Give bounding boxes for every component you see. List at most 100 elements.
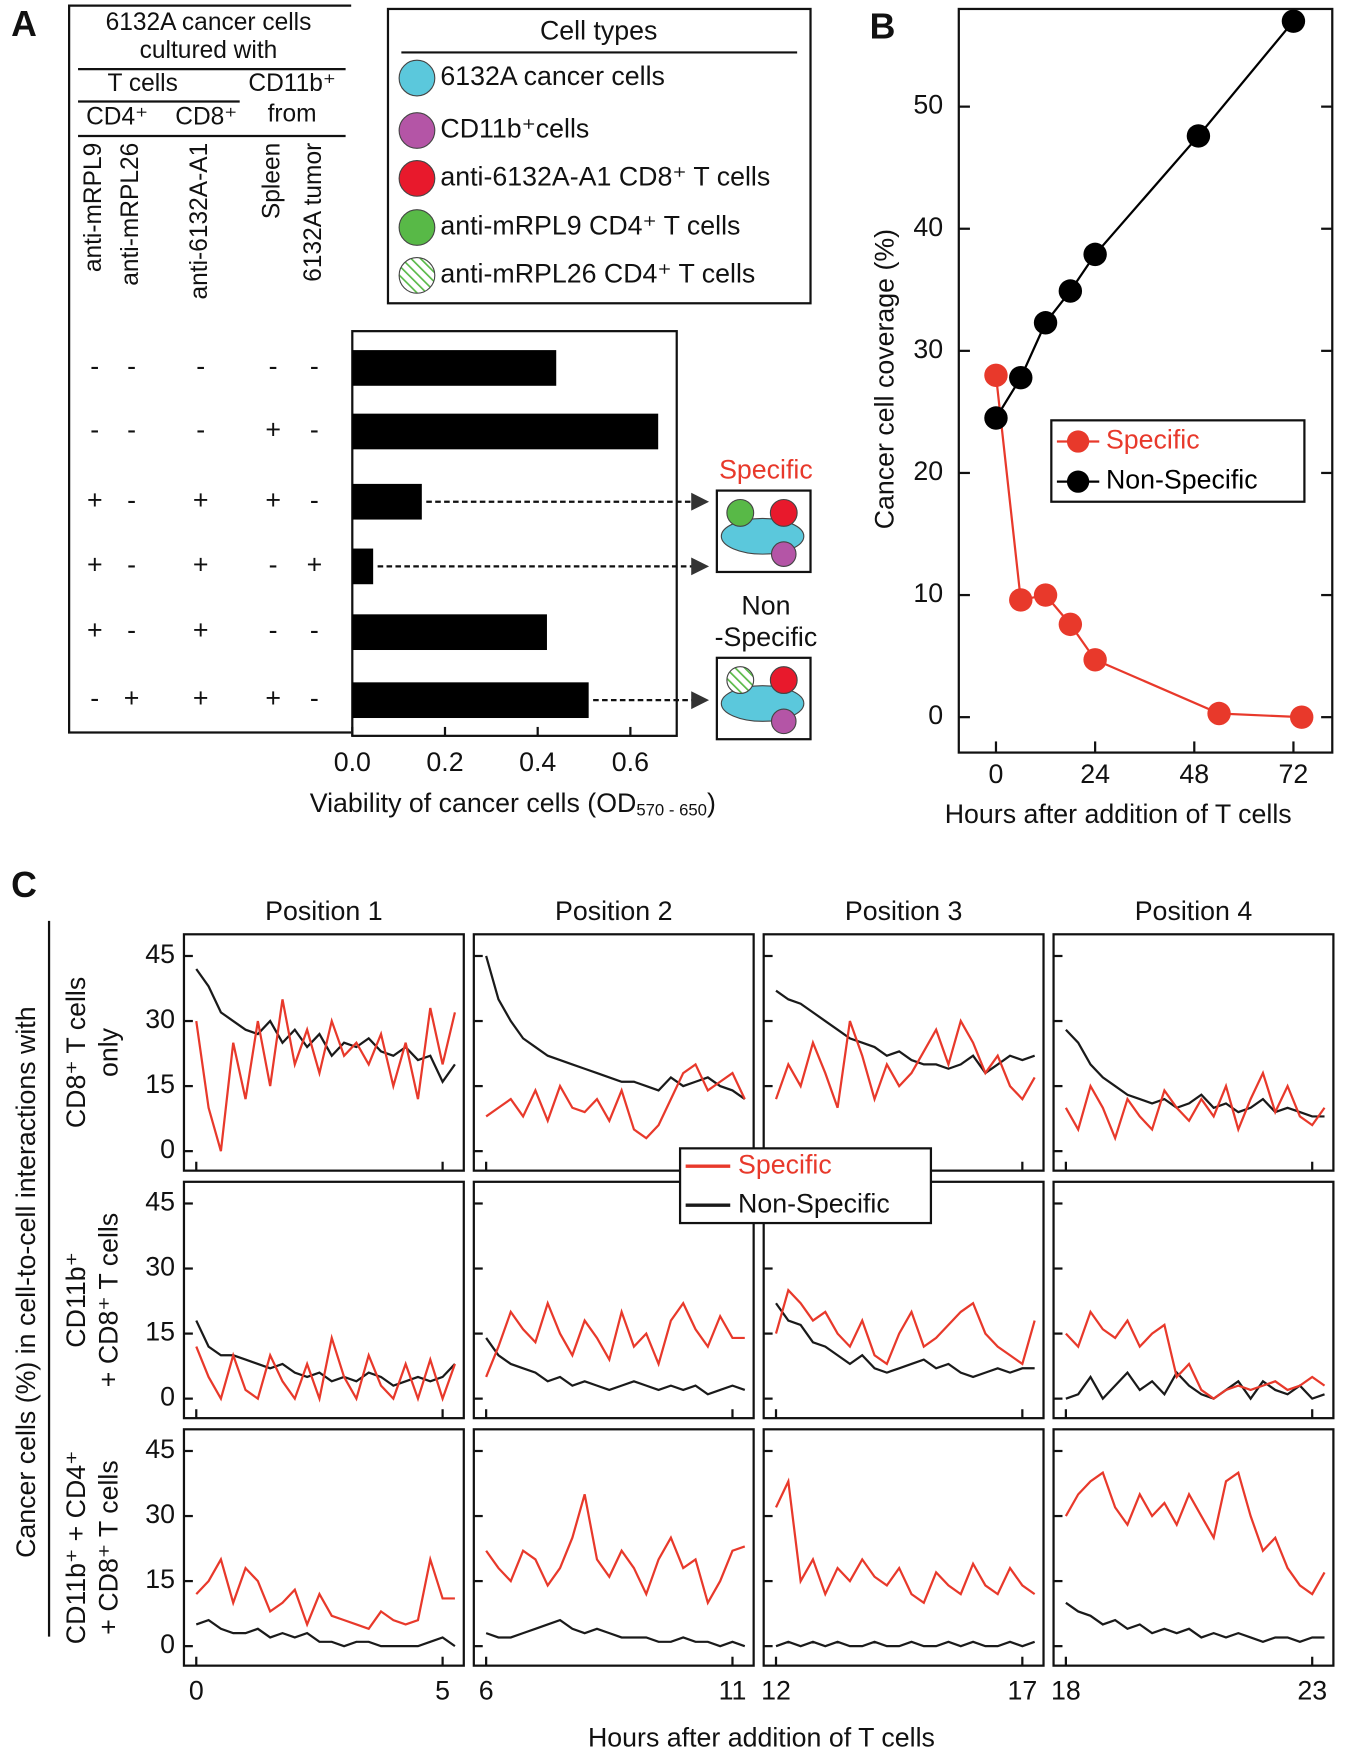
legend-label: anti-mRPL9 CD4⁺ T cells <box>440 211 740 241</box>
x-tick-label: 0.0 <box>334 747 371 777</box>
panel-frame <box>472 1428 755 1667</box>
series-line <box>195 1618 456 1648</box>
series-line <box>995 20 1295 419</box>
point <box>1281 9 1306 33</box>
x-tick-label: 0 <box>989 759 1004 789</box>
legend-swatch <box>398 59 436 97</box>
legend-title: Cell types <box>540 15 657 45</box>
legend-label: Non-Specific <box>1106 465 1258 495</box>
condition-sign: + <box>193 485 209 515</box>
plot-frame <box>957 7 1334 754</box>
x-tick-label: 23 <box>1297 1675 1327 1705</box>
x-tick-label: 17 <box>1007 1675 1037 1705</box>
x-tick-label: 48 <box>1179 759 1209 789</box>
point <box>1058 279 1083 303</box>
condition-sign: - <box>196 415 205 445</box>
panel-frame <box>1052 1180 1335 1420</box>
legend-label: CD11b⁺cells <box>440 114 589 144</box>
bar <box>352 548 374 585</box>
column-title: Position 1 <box>265 896 382 926</box>
series-line <box>1065 1028 1325 1118</box>
annotation: Specific <box>719 455 813 485</box>
condition-sign: + <box>265 415 281 445</box>
panel-label: A <box>11 4 37 44</box>
row-title: CD11b⁺ <box>61 1252 91 1347</box>
series-line <box>775 1302 1035 1379</box>
series-line <box>485 1062 746 1140</box>
condition-sign: + <box>87 485 103 515</box>
panel-frame <box>762 933 1045 1172</box>
condition-sign: - <box>310 351 319 381</box>
condition-sign: - <box>127 485 136 515</box>
column-label: 6132A tumor <box>300 143 327 282</box>
t-cell <box>769 498 798 527</box>
series-line <box>775 1640 1036 1648</box>
table-header: T cells <box>108 70 178 97</box>
y-tick-label: 0 <box>160 1629 175 1659</box>
panel-frame <box>182 933 465 1172</box>
table-header: from <box>268 100 317 127</box>
myeloid-cell <box>770 708 797 735</box>
bar <box>352 614 547 651</box>
y-tick-label: 0 <box>160 1134 175 1164</box>
annotation: -Specific <box>715 622 818 652</box>
x-axis-label-part: Viability of cancer cells (OD <box>310 788 637 818</box>
point <box>1033 583 1058 607</box>
condition-sign: - <box>90 351 99 381</box>
y-tick-label: 45 <box>145 1434 175 1464</box>
series-line <box>774 1477 1036 1605</box>
myeloid-cell <box>770 541 797 567</box>
plot-frame <box>351 330 678 737</box>
y-tick-label: 10 <box>913 578 943 608</box>
y-tick-label: 0 <box>160 1382 175 1412</box>
annotation: Non <box>741 591 790 621</box>
y-tick-label: 45 <box>145 939 175 969</box>
condition-sign: + <box>193 683 209 713</box>
x-axis-label-sub: 570 - 650 <box>636 801 707 820</box>
condition-sign: - <box>127 415 136 445</box>
x-axis-label-part: ) <box>707 788 716 818</box>
legend-swatch <box>398 257 436 294</box>
condition-sign: - <box>127 351 136 381</box>
y-axis-label: Cancer cell coverage (%) <box>869 229 899 529</box>
y-tick-label: 0 <box>928 700 943 730</box>
condition-sign: + <box>307 549 323 579</box>
condition-sign: + <box>193 549 209 579</box>
condition-sign: - <box>90 683 99 713</box>
condition-sign: - <box>310 615 319 645</box>
x-tick-label: 24 <box>1080 759 1110 789</box>
bar <box>352 413 659 450</box>
x-tick-label: 5 <box>435 1675 450 1705</box>
column-label: Spleen <box>259 143 286 219</box>
bar <box>352 483 422 520</box>
y-tick-label: 30 <box>145 1252 175 1282</box>
y-tick-label: 50 <box>913 90 943 120</box>
column-title: Position 2 <box>555 896 672 926</box>
y-tick-label: 30 <box>145 1499 175 1529</box>
condition-sign: + <box>193 615 209 645</box>
point <box>1058 612 1083 637</box>
arrow-head <box>691 492 710 511</box>
series-line <box>774 1288 1036 1366</box>
condition-sign: - <box>127 615 136 645</box>
legend-swatch <box>398 160 436 197</box>
row-title: + CD8⁺ T cells <box>93 1213 123 1387</box>
series-line <box>485 1299 745 1378</box>
row-title: only <box>93 1027 123 1077</box>
condition-sign: + <box>265 485 281 515</box>
point <box>1186 124 1211 148</box>
condition-sign: - <box>269 615 278 645</box>
table-header: CD11b⁺ <box>248 70 335 97</box>
condition-sign: - <box>90 415 99 445</box>
t-cell <box>726 498 755 527</box>
row-title: CD8⁺ T cells <box>61 977 91 1128</box>
panel-frame <box>182 1428 465 1667</box>
column-label: anti-mRPL26 <box>117 143 144 286</box>
point <box>1289 705 1314 729</box>
condition-sign: + <box>87 615 103 645</box>
y-axis-label: Cancer cells (%) in cell-to-cell interac… <box>11 1006 41 1558</box>
point <box>1033 311 1058 335</box>
x-tick-label: 0 <box>189 1675 204 1705</box>
